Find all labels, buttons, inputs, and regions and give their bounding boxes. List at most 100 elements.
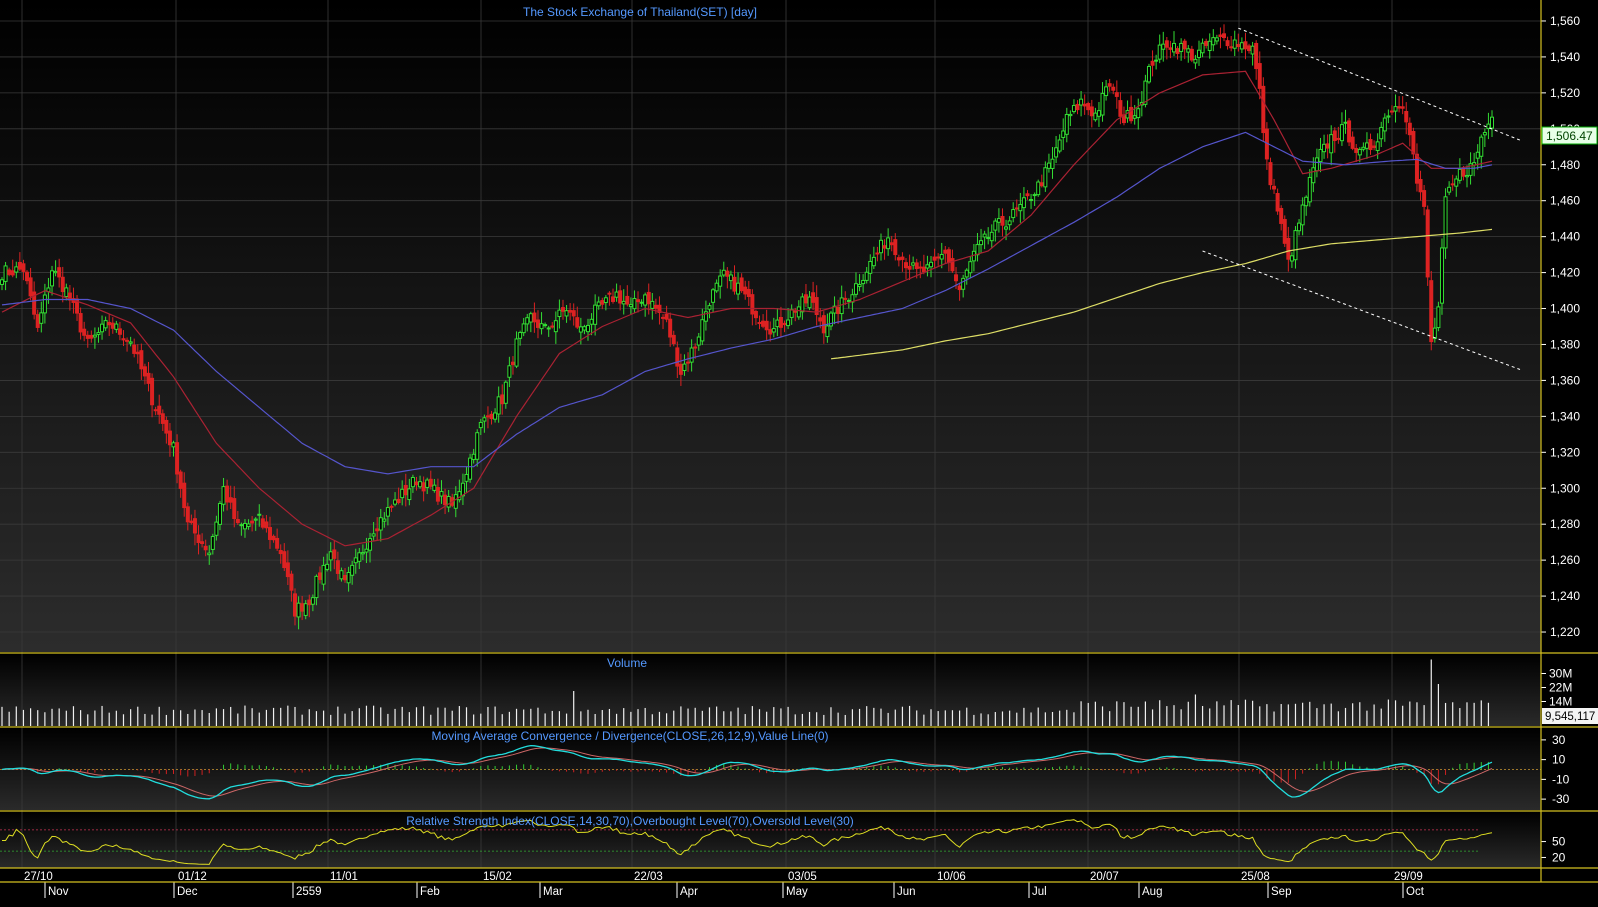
candle-body <box>403 484 408 496</box>
candle-body <box>239 524 244 527</box>
candle-body <box>121 338 126 341</box>
main-y-tick-label: 1,320 <box>1550 445 1580 459</box>
candle-body <box>493 412 498 420</box>
candle-body <box>428 478 433 487</box>
candle-body <box>1236 44 1241 47</box>
candle-body <box>1193 58 1198 64</box>
candle-body <box>1436 306 1441 329</box>
candle-body <box>1325 143 1330 149</box>
candle-body <box>1200 42 1205 54</box>
candle-body <box>1400 106 1405 109</box>
candle-body <box>368 538 373 551</box>
candle-body <box>1164 40 1169 48</box>
candle-body <box>482 417 487 422</box>
rsi-plot[interactable] <box>0 819 1493 865</box>
candle-body <box>686 361 691 364</box>
candle-body <box>653 304 658 309</box>
candle-body <box>532 312 537 323</box>
candle-body <box>1254 42 1259 70</box>
candle-body <box>1490 116 1494 129</box>
candle-body <box>1343 121 1348 124</box>
candle-body <box>875 252 880 255</box>
candle-body <box>1154 59 1159 62</box>
candle-body <box>1475 151 1480 159</box>
candle-body <box>1136 108 1141 119</box>
candle-body <box>993 220 998 231</box>
candle-body <box>307 599 312 606</box>
candle-body <box>1132 115 1137 119</box>
price-plot[interactable] <box>0 24 1521 630</box>
macd-y-tick-label: 10 <box>1552 753 1566 767</box>
macd-y-tick-label: -10 <box>1552 772 1570 786</box>
candle-body <box>1021 197 1026 209</box>
candle-body <box>839 297 844 315</box>
main-y-tick-label: 1,260 <box>1550 553 1580 567</box>
candle-body <box>557 309 562 318</box>
candle-body <box>192 518 197 534</box>
candle-body <box>189 520 194 524</box>
candle-body <box>575 317 580 328</box>
candle-body <box>986 237 991 240</box>
candle-body <box>1429 280 1434 343</box>
moving-average-short-line <box>1 70 1493 547</box>
candle-body <box>314 575 319 599</box>
macd-plot[interactable] <box>0 744 1541 800</box>
candle-body <box>1111 86 1116 91</box>
candle-body <box>1046 162 1051 169</box>
candle-body <box>303 603 308 616</box>
candle-body <box>1272 185 1277 190</box>
x-axis-date-label: 27/10 <box>24 871 53 883</box>
candle-body <box>364 548 369 553</box>
candle-body <box>282 551 287 569</box>
macd-panel-bg <box>0 728 1541 810</box>
candle-body <box>650 300 655 309</box>
candle-body <box>1454 178 1459 187</box>
candle-body <box>696 336 701 346</box>
candle-body <box>328 551 333 561</box>
candle-body <box>1361 146 1366 150</box>
candle-body <box>382 518 387 522</box>
candle-body <box>214 521 219 536</box>
candle-body <box>1364 142 1369 149</box>
candle-body <box>843 297 848 300</box>
candle-body <box>1068 113 1073 117</box>
candle-body <box>1118 100 1123 117</box>
candle-body <box>510 361 515 366</box>
candle-body <box>954 274 959 282</box>
candle-body <box>468 457 473 480</box>
candle-body <box>100 323 105 333</box>
candle-body <box>718 275 723 287</box>
candle-body <box>539 323 544 330</box>
candle-body <box>350 564 355 576</box>
candle-body <box>132 344 137 354</box>
x-axis-date-label: 29/09 <box>1394 871 1423 883</box>
candle-body <box>225 485 230 503</box>
candle-body <box>1375 141 1380 151</box>
candle-body <box>150 377 155 406</box>
main-y-tick-label: 1,480 <box>1550 158 1580 172</box>
candle-body <box>1461 168 1466 177</box>
volume-plot[interactable] <box>1 659 1490 727</box>
candle-body <box>646 291 651 305</box>
candle-body <box>571 310 576 317</box>
candle-body <box>1250 45 1255 55</box>
last-price-label-box <box>1541 126 1598 145</box>
candle-body <box>929 261 934 268</box>
candle-body <box>464 473 469 482</box>
moving-average-long-line <box>830 228 1493 360</box>
main-chart-title: The Stock Exchange of Thailand(SET) [day… <box>523 5 757 19</box>
candle-body <box>435 487 440 502</box>
candle-body <box>782 322 787 326</box>
candle-body <box>246 523 251 527</box>
candle-body <box>196 534 201 543</box>
candle-body <box>661 316 666 319</box>
candle-body <box>1150 60 1155 66</box>
candle-body <box>42 294 47 314</box>
candle-body <box>1386 115 1391 118</box>
x-axis-month-label: Feb <box>420 886 440 898</box>
candle-body <box>110 322 115 329</box>
candle-body <box>1229 46 1234 49</box>
rsi-line <box>2 819 1493 865</box>
x-axis-date-label: 22/03 <box>634 871 663 883</box>
